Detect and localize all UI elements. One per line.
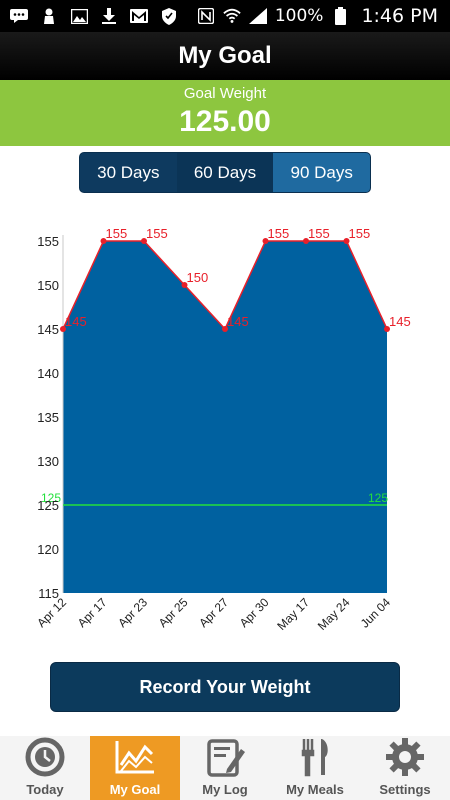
y-tick-label: 130 [37, 454, 59, 469]
y-tick-label: 140 [37, 366, 59, 381]
y-tick-label: 150 [37, 278, 59, 293]
log-icon [203, 737, 247, 777]
weight-area [63, 241, 387, 593]
x-tick-label: Apr 27 [196, 595, 231, 630]
data-label: 145 [389, 314, 411, 329]
data-label: 145 [227, 314, 249, 329]
download-icon [100, 8, 118, 24]
person-icon [40, 8, 58, 24]
x-tick-label: May 17 [274, 595, 312, 633]
goal-weight-label: Goal Weight [183, 85, 267, 102]
data-label: 155 [349, 226, 371, 241]
data-point [384, 326, 390, 332]
clock-icon [23, 737, 67, 777]
y-tick-label: 135 [37, 410, 59, 425]
data-label: 155 [146, 226, 168, 241]
battery-icon [331, 7, 349, 25]
x-tick-label: Apr 23 [115, 595, 150, 630]
data-label: 155 [268, 226, 290, 241]
data-point [181, 282, 188, 288]
image-icon [70, 8, 88, 24]
shield-icon [160, 7, 178, 25]
gmail-icon [130, 8, 148, 24]
data-point [262, 238, 269, 244]
data-label: 155 [308, 226, 330, 241]
nfc-icon [197, 8, 215, 24]
gear-icon [383, 737, 427, 777]
utensils-icon [293, 737, 337, 777]
messages-icon [10, 8, 28, 24]
goal-weight-value: 125.00 [179, 105, 271, 138]
y-tick-label: 155 [37, 234, 59, 249]
tab-my-log[interactable]: My Log [180, 736, 270, 800]
data-point [222, 326, 228, 332]
goal-line-label: 125 [368, 491, 388, 505]
data-label: 150 [187, 270, 209, 285]
range-60-days-button[interactable]: 60 Days [176, 153, 274, 192]
range-selector: 30 Days 60 Days 90 Days [79, 152, 371, 193]
y-tick-label: 120 [37, 542, 59, 557]
tab-today[interactable]: Today [0, 736, 90, 800]
page-title: My Goal [178, 42, 272, 69]
data-point [60, 326, 66, 332]
signal-icon [248, 8, 267, 24]
battery-percent: 100% [274, 6, 324, 26]
data-point [343, 238, 350, 244]
tab-my-goal[interactable]: My Goal [90, 736, 180, 800]
wifi-icon [223, 8, 241, 24]
x-tick-label: Apr 25 [156, 595, 191, 630]
x-tick-label: May 24 [315, 595, 353, 633]
tab-label: My Log [202, 782, 248, 797]
data-label: 145 [65, 314, 87, 329]
data-label: 155 [106, 226, 128, 241]
tab-settings[interactable]: Settings [360, 736, 450, 800]
tab-label: My Meals [286, 782, 344, 797]
goal-line-label: 125 [41, 491, 61, 505]
title-bar: My Goal [0, 32, 450, 80]
record-weight-button[interactable]: Record Your Weight [50, 662, 400, 712]
data-point [303, 238, 309, 244]
data-point [141, 238, 147, 244]
chart-icon [113, 737, 157, 777]
tab-label: My Goal [109, 782, 161, 797]
tab-label: Today [26, 782, 64, 797]
tab-label: Settings [379, 782, 431, 797]
goal-weight-panel: Goal Weight 125.00 [0, 80, 450, 146]
x-tick-label: Apr 17 [75, 595, 110, 630]
y-tick-label: 115 [38, 586, 59, 601]
bottom-tab-bar: Today My Goal My Log My Meals [0, 736, 450, 800]
x-tick-label: Apr 30 [237, 595, 272, 630]
status-bar: 100% 1:46 PM [0, 0, 450, 32]
clock-time: 1:46 PM [361, 5, 438, 27]
y-tick-label: 145 [37, 322, 59, 337]
y-tick-label: 125 [37, 498, 59, 513]
range-30-days-button[interactable]: 30 Days [97, 162, 160, 182]
x-tick-label: Jun 04 [358, 595, 394, 631]
data-point [100, 238, 107, 244]
range-90-days-button[interactable]: 90 Days [273, 153, 370, 192]
tab-my-meals[interactable]: My Meals [270, 736, 360, 800]
